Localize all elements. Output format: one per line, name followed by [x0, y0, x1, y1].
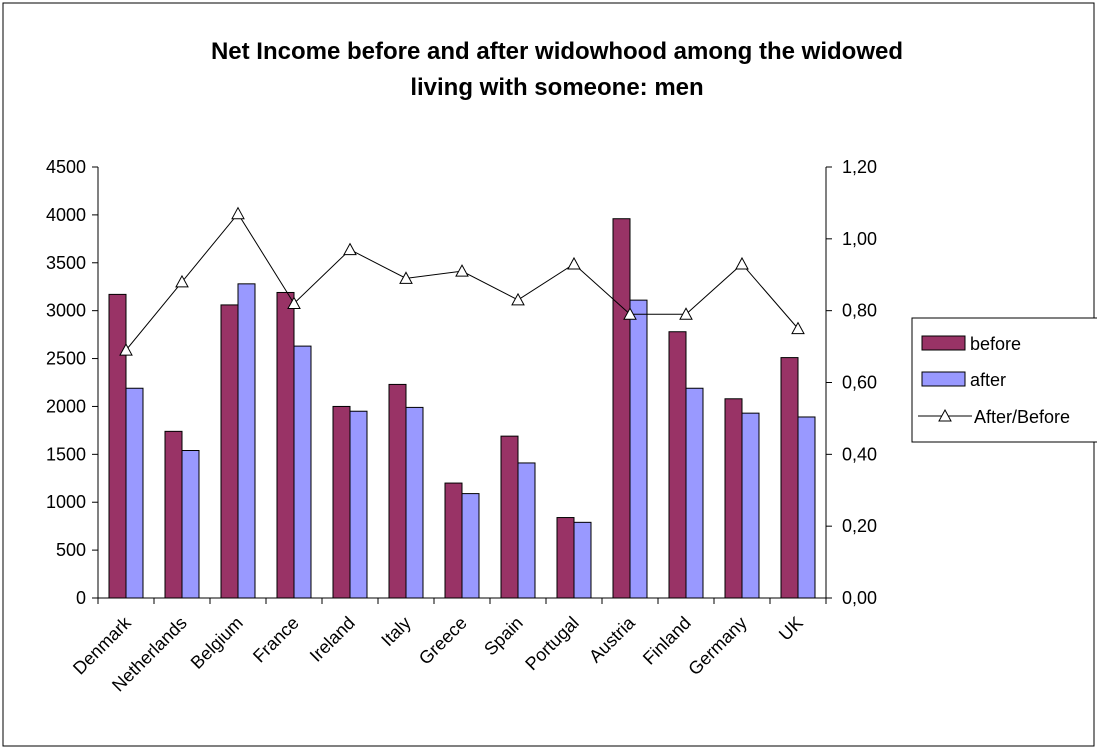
chart-title-line-2: living with someone: men	[410, 74, 703, 101]
bar-before-spain	[500, 435, 519, 599]
bar-before-germany	[724, 398, 743, 599]
bar-after-italy	[405, 406, 424, 599]
y-left-tick-label: 1500	[46, 444, 86, 464]
y-left-tick-label: 2000	[46, 396, 86, 416]
bar-after-netherlands	[181, 450, 200, 599]
y-left-tick-label: 4500	[46, 157, 86, 177]
legend-label-before: before	[970, 334, 1021, 354]
y-left-tick-label: 0	[76, 588, 86, 608]
bar-before-austria	[612, 218, 631, 599]
bar-before-italy	[388, 383, 407, 599]
point-after-before-uk	[791, 321, 805, 335]
point-after-before-netherlands	[175, 274, 189, 288]
bar-after-belgium	[237, 283, 256, 599]
y-right-tick-label: 0,00	[842, 588, 877, 608]
point-after-before-denmark	[119, 343, 133, 356]
bar-after-spain	[517, 462, 536, 599]
y-right-tick-label: 1,00	[842, 229, 877, 249]
bar-before-belgium	[220, 304, 239, 599]
bar-after-france	[293, 345, 312, 599]
bar-before-ireland	[332, 405, 351, 599]
bar-before-uk	[780, 357, 799, 599]
bar-after-ireland	[349, 410, 368, 599]
point-after-before-france	[287, 296, 301, 309]
y-left-tick-label: 4000	[46, 205, 86, 225]
bar-before-finland	[668, 331, 687, 599]
y-right-tick-label: 0,20	[842, 516, 877, 536]
point-after-before-belgium	[231, 206, 245, 220]
y-left-tick-label: 3000	[46, 301, 86, 321]
y-left-tick-label: 1000	[46, 492, 86, 512]
bar-after-portugal	[573, 521, 592, 599]
bar-after-finland	[685, 387, 704, 599]
point-after-before-austria	[623, 307, 637, 320]
point-after-before-spain	[511, 292, 525, 306]
bar-after-germany	[741, 412, 760, 599]
legend: before after After/Before	[911, 317, 1097, 443]
point-after-before-finland	[679, 307, 693, 320]
point-after-before-italy	[399, 271, 413, 284]
point-after-before-germany	[735, 256, 749, 270]
y-right-tick-label: 0,40	[842, 444, 877, 464]
y-left-tick-label: 2500	[46, 349, 86, 369]
legend-marker-triangle-icon	[938, 408, 952, 422]
y-right-tick-label: 0,60	[842, 373, 877, 393]
y-left-tick-label: 3500	[46, 253, 86, 273]
chart-title-line-1: Net Income before and after widowhood am…	[211, 38, 903, 65]
y-right-tick-label: 0,80	[842, 301, 877, 321]
bar-after-greece	[461, 493, 480, 599]
bar-after-uk	[797, 416, 816, 599]
y-right-tick-label: 1,20	[842, 157, 877, 177]
bar-before-portugal	[556, 517, 575, 599]
legend-label-after: after	[970, 370, 1006, 390]
legend-swatch-before	[921, 335, 966, 351]
bar-before-greece	[444, 482, 463, 599]
bar-after-austria	[629, 299, 648, 599]
bar-before-denmark	[108, 293, 127, 599]
legend-label-after-before: After/Before	[974, 407, 1070, 427]
bar-before-france	[276, 291, 295, 599]
y-left-tick-label: 500	[56, 540, 86, 560]
point-after-before-greece	[455, 264, 469, 277]
point-after-before-portugal	[567, 256, 581, 270]
legend-swatch-after	[921, 371, 966, 387]
bar-after-denmark	[125, 387, 144, 599]
bar-before-netherlands	[164, 430, 183, 599]
point-after-before-ireland	[343, 242, 357, 256]
